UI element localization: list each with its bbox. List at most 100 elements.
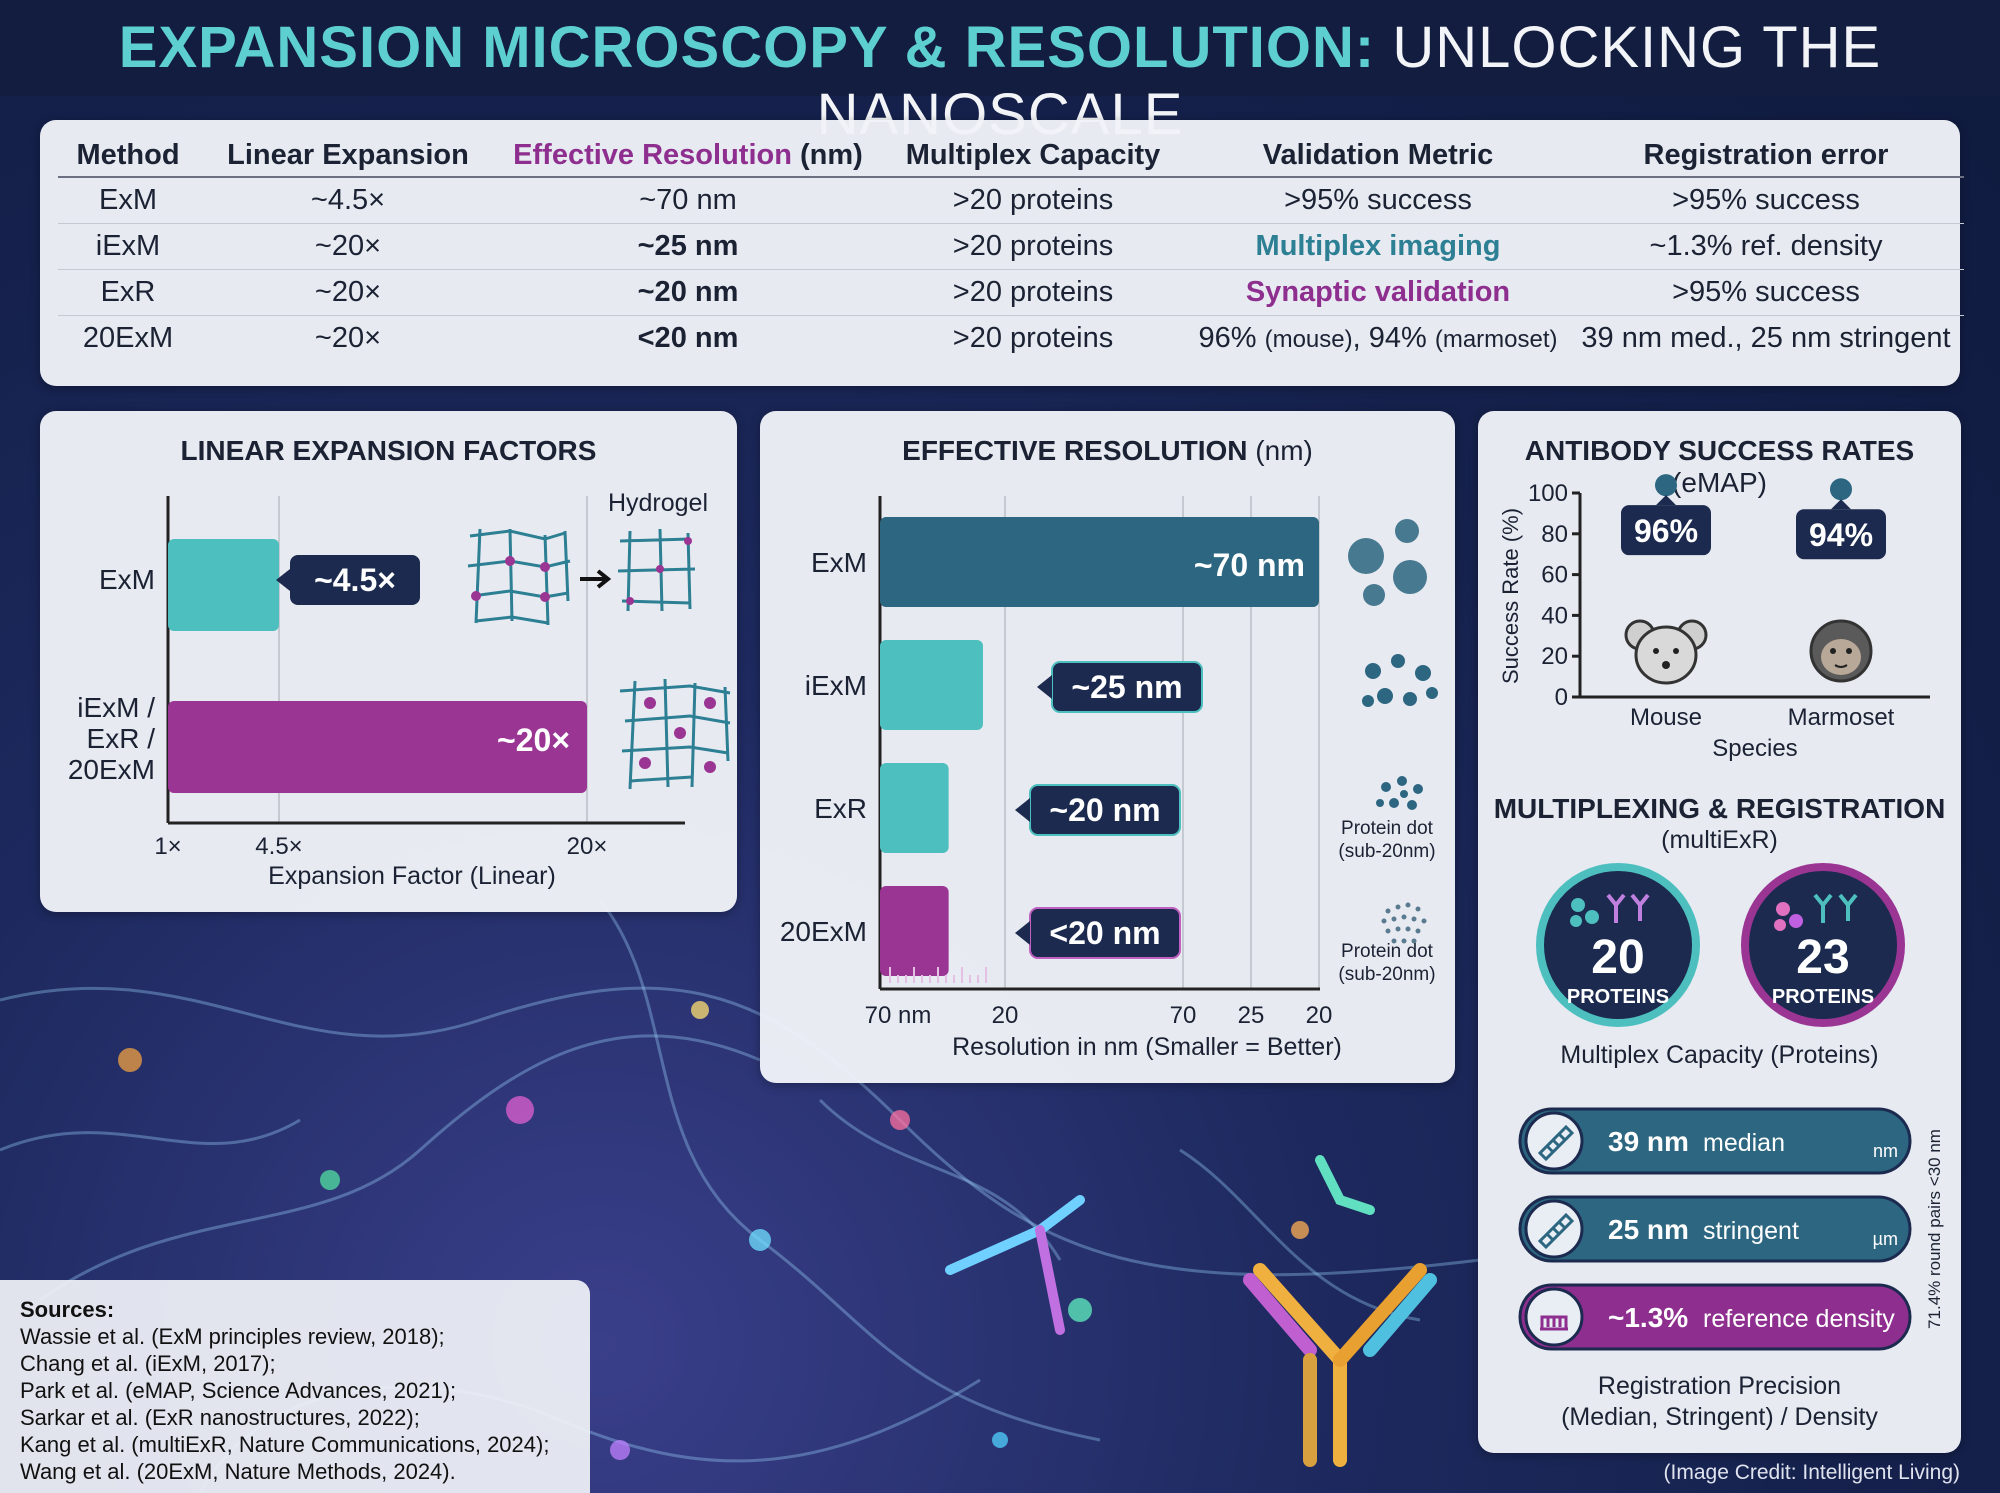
registration-bar-stringent: 25 nm stringent µm [1518, 1195, 1912, 1263]
data-label: 94% [1809, 517, 1873, 553]
data-label-pointer [1656, 495, 1676, 506]
y-tick: 0 [1555, 684, 1568, 711]
ruler-icon [1537, 1124, 1575, 1162]
antibody-icon [1243, 1263, 1437, 1467]
data-label-text: <20 nm [1049, 915, 1160, 951]
page-title: EXPANSION MICROSCOPY & RESOLUTION: UNLOC… [118, 15, 1882, 147]
antibody-icon [1606, 893, 1650, 923]
sources-box: Sources: Wassie et al. (ExM principles r… [0, 1280, 590, 1493]
col-header-validation-metric: Validation Metric [1188, 134, 1568, 178]
registration-bars: 39 nm median nm 25 nm stringent µm ~1.3%… [1518, 1107, 1944, 1351]
multiplex-subtitle: (multiExR) [1661, 826, 1778, 854]
x-tick: 70 [1170, 1002, 1197, 1029]
x-axis-label: Resolution in nm (Smaller = Better) [952, 1033, 1342, 1061]
hydrogel-mesh-icon [467, 528, 571, 626]
table-cell: ~20 nm [498, 269, 878, 316]
table-cell: ~25 nm [498, 223, 878, 270]
source-item: Park et al. (eMAP, Science Advances, 202… [20, 1378, 457, 1403]
category-label: 20ExM [780, 916, 867, 947]
category-label: ExR / [87, 723, 156, 754]
y-tick: 40 [1541, 602, 1568, 629]
data-label-box [1621, 505, 1711, 556]
data-label-text: ~25 nm [1071, 669, 1182, 705]
registration-value: 25 nm [1608, 1214, 1689, 1245]
source-item: Sarkar et al. (ExR nanostructures, 2022)… [20, 1405, 420, 1430]
category-label: ExM [811, 547, 867, 578]
registration-text: stringent [1703, 1217, 1799, 1245]
table-cell: >95% success [1188, 177, 1568, 224]
table-cell: ExR [58, 269, 198, 316]
protein-dots-medium-icon [1362, 654, 1438, 707]
protein-dots-small-icon [1376, 776, 1423, 810]
table-cell: >20 proteins [952, 322, 1114, 354]
category-label: ExR [814, 793, 867, 824]
table-cell: 20ExM [82, 322, 174, 354]
source-item: Kang et al. (multiExR, Nature Communicat… [20, 1432, 550, 1457]
bar [168, 701, 587, 793]
data-label: ~70 nm [1194, 547, 1305, 583]
antibody-multiplexing-panel: ANTIBODY SUCCESS RATES (eMAP) 0 20 40 60 80 1… [1478, 411, 1961, 1453]
bar [880, 640, 983, 730]
chart-title: EFFECTIVE RESOLUTION (nm) [902, 435, 1313, 466]
registration-side-note: 71.4% round pairs <30 nm [1925, 1129, 1944, 1329]
col-header-registration-error: Registration error [1568, 134, 1964, 178]
multiplex-title: MULTIPLEXING & REGISTRATION [1493, 793, 1946, 824]
table-cell: Multiplex imaging [1188, 223, 1568, 270]
bar [880, 886, 949, 976]
table-cell: >95% success [1568, 177, 1964, 224]
x-tick: 20 [992, 1002, 1019, 1029]
multiplex-circles: 20 PROTEINS 23 PROTEINS [1536, 863, 1905, 1027]
chart-title: LINEAR EXPANSION FACTORS [180, 435, 597, 466]
multiplex-value: 23 [1796, 931, 1849, 984]
col-header-method: Method [58, 134, 198, 178]
table-header-row: Method Linear Expansion Effective Resolu… [58, 134, 1964, 178]
x-tick: 70 nm [865, 1002, 932, 1029]
expansion-chart: ExM iExM / ExR / 20ExM ~4.5× ~20× 1× 4.5… [68, 489, 731, 890]
data-label: ~20 nm [1015, 784, 1181, 836]
multiplex-value: 20 [1591, 931, 1644, 984]
y-axis-label: Success Rate (%) [1498, 508, 1523, 684]
data-label-text: ~20 nm [1049, 792, 1160, 828]
hydrogel-annotation: Hydrogel [608, 489, 708, 517]
density-icon [1540, 1315, 1568, 1331]
registration-text: reference density [1703, 1305, 1895, 1333]
multiplex-caption: Multiplex Capacity (Proteins) [1560, 1041, 1879, 1069]
bar [880, 517, 1319, 607]
table-cell: ~4.5× [198, 177, 498, 224]
table-cell: ~1.3% ref. density [1568, 223, 1964, 270]
summary-table: Method Linear Expansion Effective Resolu… [58, 134, 1964, 361]
summary-table-panel: Method Linear Expansion Effective Resolu… [40, 120, 1964, 386]
table-cell: ~70 nm [498, 177, 878, 224]
effective-resolution-panel: EFFECTIVE RESOLUTION (nm) ExM iExM ExR 2… [760, 411, 1455, 1083]
col-header-linear-expansion: Linear Expansion [198, 134, 498, 178]
antibody-icon [1813, 893, 1858, 923]
linear-expansion-panel: LINEAR EXPANSION FACTORS ExM iExM / ExR … [40, 411, 737, 912]
registration-unit: µm [1873, 1229, 1898, 1249]
protein-dot-annotation: (sub-20nm) [1338, 841, 1435, 862]
table-cell: ~20× [198, 223, 498, 270]
category-label: iExM [805, 670, 867, 701]
mouse-icon [1624, 619, 1708, 685]
sources-list: Sources: Wassie et al. (ExM principles r… [20, 1296, 549, 1485]
multiplex-label: PROTEINS [1772, 986, 1874, 1008]
data-label: 96% [1634, 513, 1698, 549]
ruler-icon [1537, 1212, 1575, 1250]
table-cell: Synaptic validation [1188, 269, 1568, 316]
table-cell: ExM [58, 177, 198, 224]
registration-bar-density: ~1.3% reference density [1518, 1283, 1912, 1351]
data-point [1830, 478, 1852, 501]
protein-dot-annotation: Protein dot [1341, 941, 1434, 962]
y-tick: 80 [1541, 521, 1568, 548]
sources-heading: Sources: [20, 1297, 115, 1322]
image-credit: (Image Credit: Intelligent Living) [1663, 1461, 1960, 1484]
x-axis-label: Expansion Factor (Linear) [268, 862, 556, 890]
protein-dots-tiny-icon [1381, 902, 1427, 944]
table-cell: iExM [58, 223, 198, 270]
bar [168, 539, 279, 631]
data-label-pointer [1831, 499, 1851, 510]
category-label: 20ExM [68, 754, 155, 785]
source-item: Chang et al. (iExM, 2017); [20, 1351, 276, 1376]
y-tick: 60 [1541, 562, 1568, 589]
antibody-success-chart: 0 20 40 60 80 100 Success Rate (%) 96% 94% Mou… [1498, 474, 1930, 762]
